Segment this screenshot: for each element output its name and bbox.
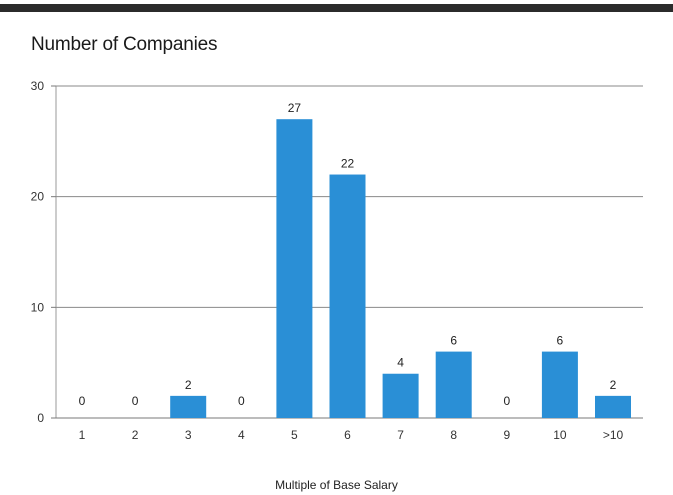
- data-label: 0: [503, 394, 510, 408]
- bar: [541, 351, 578, 418]
- bar: [170, 395, 207, 418]
- top-rule: [0, 4, 673, 12]
- x-tick-label: 1: [79, 428, 86, 442]
- bar: [435, 351, 472, 418]
- x-tick-labels: 1 2 3 4 5 6 7 8 9 10 >10: [79, 428, 624, 442]
- bar: [329, 174, 366, 418]
- data-label: 2: [610, 378, 617, 392]
- x-tick-label: 10: [553, 428, 567, 442]
- bars: [170, 119, 631, 418]
- data-label: 0: [132, 394, 139, 408]
- data-labels: 0 0 2 0 27 22 4 6 0 6 2: [79, 101, 617, 408]
- x-tick-label: 4: [238, 428, 245, 442]
- x-axis-title: Multiple of Base Salary: [275, 478, 398, 492]
- y-tick-label: 10: [31, 300, 45, 314]
- data-label: 2: [185, 378, 192, 392]
- y-tick-label: 20: [31, 190, 45, 204]
- x-tick-label: 3: [185, 428, 192, 442]
- data-label: 27: [288, 101, 302, 115]
- bar: [276, 119, 313, 418]
- x-tick-label: >10: [603, 428, 624, 442]
- chart-title: Number of Companies: [31, 34, 218, 55]
- data-label: 4: [397, 356, 404, 370]
- bar: [382, 373, 419, 418]
- data-label: 6: [450, 334, 457, 348]
- y-tick-label: 0: [37, 411, 44, 425]
- data-label: 0: [79, 394, 86, 408]
- x-tick-label: 2: [132, 428, 139, 442]
- y-tick-labels: 0 10 20 30: [31, 79, 45, 425]
- bar: [595, 395, 631, 418]
- x-tick-label: 9: [503, 428, 510, 442]
- data-label: 6: [557, 334, 564, 348]
- x-tick-label: 6: [344, 428, 351, 442]
- data-label: 22: [341, 157, 355, 171]
- x-tick-label: 5: [291, 428, 298, 442]
- y-tick-label: 30: [31, 79, 45, 93]
- data-label: 0: [238, 394, 245, 408]
- x-tick-label: 8: [450, 428, 457, 442]
- x-tick-label: 7: [397, 428, 404, 442]
